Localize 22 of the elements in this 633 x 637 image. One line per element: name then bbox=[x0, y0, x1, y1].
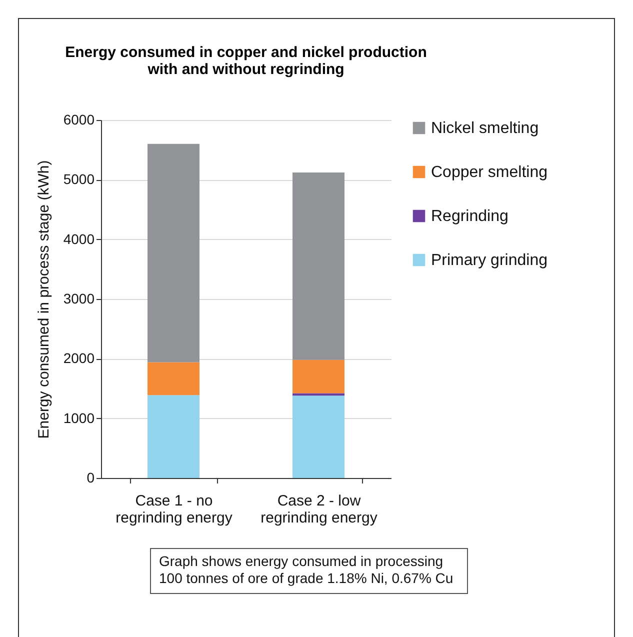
legend-label: Regrinding bbox=[431, 208, 508, 225]
y-tick-label: 0 bbox=[86, 470, 95, 486]
x-tick-label: Case 2 - low regrinding energy bbox=[260, 492, 378, 526]
bar bbox=[292, 396, 344, 478]
y-tick-label: 6000 bbox=[63, 112, 95, 128]
chart-title: Energy consumed in copper and nickel production with and without regrinding bbox=[65, 44, 427, 78]
y-tick-label: 5000 bbox=[63, 171, 95, 188]
bar bbox=[148, 395, 200, 478]
bar bbox=[148, 362, 200, 396]
y-tick-label: 2000 bbox=[63, 350, 95, 366]
text: Graph shows energy consumed in processing 100 tonnes of ore of grade 1.18% Ni, 0.67% Cu bbox=[150, 548, 468, 594]
x-tick-label: Case 1 - no regrinding energy bbox=[116, 492, 233, 526]
y-tick-label: 3000 bbox=[63, 290, 95, 306]
legend-label: Nickel smelting bbox=[431, 120, 539, 137]
bar bbox=[292, 172, 344, 360]
y-tick-label: 4000 bbox=[63, 230, 95, 247]
legend-label: Primary grinding bbox=[431, 252, 548, 269]
bar bbox=[148, 144, 200, 362]
legend-label: Copper smelting bbox=[431, 164, 548, 181]
y-axis-title: Energy consumed in process stage (kWh) bbox=[35, 160, 52, 439]
bar bbox=[292, 360, 344, 394]
y-tick-label: 1000 bbox=[63, 410, 95, 426]
